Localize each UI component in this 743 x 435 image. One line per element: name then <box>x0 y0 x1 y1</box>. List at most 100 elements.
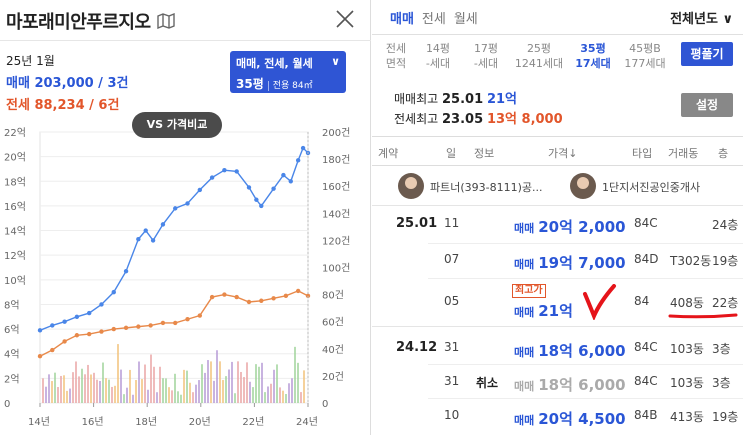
jeonse-price-point <box>74 333 80 338</box>
volume-bar <box>267 386 269 403</box>
jeonse-price-point <box>209 294 215 300</box>
pyeong-option[interactable]: 17평 -세대 <box>462 38 510 76</box>
pyeong-option[interactable]: 25평 1241세대 <box>510 38 568 76</box>
contract-day: 31 <box>444 374 460 388</box>
vs-compare-button[interactable]: VS 가격비교 <box>132 112 222 138</box>
sale-price-point <box>111 289 116 295</box>
agent-name[interactable]: 1단지서진공인중개사 <box>602 181 701 194</box>
price: 매매 19억 7,000 <box>514 252 626 273</box>
jeonse-price-point <box>148 323 153 328</box>
jeonse-summary: 전세 88,234 / 6건 <box>6 98 120 113</box>
pyeong-option[interactable]: 45평B 177세대 <box>618 38 672 76</box>
volume-bar <box>222 380 224 403</box>
area-sub-label: 전용 84㎡ <box>267 81 313 91</box>
y-left-tick-label: 10억 <box>4 275 26 287</box>
trade-type-selector[interactable]: 매매, 전세, 월세 ∨ 35평 전용 84㎡ <box>230 51 346 93</box>
volume-bar <box>174 373 176 403</box>
jeonse-price-point <box>136 324 141 329</box>
map-icon[interactable] <box>156 13 175 29</box>
volume-bar <box>48 374 50 403</box>
unit-type: 84C <box>634 216 658 230</box>
volume-bar <box>51 381 53 403</box>
max-jeonse: 전세최고 23.05 13억 8,000 <box>394 108 563 127</box>
volume-bar <box>84 374 86 403</box>
sale-price-point <box>222 167 227 173</box>
price: 매매 18억 6,000 <box>514 340 626 361</box>
tab-monthly[interactable]: 월세 <box>453 12 478 27</box>
handwritten-underline <box>668 313 738 319</box>
volume-bar <box>165 378 167 403</box>
volume-bar <box>252 387 254 403</box>
trade-kind: 매매 <box>514 380 535 393</box>
volume-bar <box>276 364 278 403</box>
contract-month: 25.01 <box>396 216 438 231</box>
tab-jeonse[interactable]: 전세 <box>421 12 446 27</box>
row-divider <box>428 364 743 365</box>
unit-type: 84D <box>634 252 659 266</box>
trade-kind: 매매 <box>514 222 535 235</box>
right-panel: 매매 전세 월세 전체년도 ∨ 전세 면적 14평 -세대 17평 -세대 25… <box>372 0 743 435</box>
volume-bar <box>162 378 164 403</box>
sale-price-point <box>185 201 190 206</box>
col-contract[interactable]: 계약 <box>378 147 399 160</box>
volume-bar <box>273 369 275 403</box>
max-jeonse-label: 전세최고 <box>394 112 439 126</box>
volume-bar <box>57 387 59 403</box>
agent-name[interactable]: 파트너(393-8111)공... <box>430 181 543 194</box>
x-tick-label: 24년 <box>296 416 318 428</box>
jeonse-price-point <box>160 320 166 326</box>
col-day[interactable]: 일 <box>446 147 457 160</box>
close-icon[interactable] <box>334 8 356 30</box>
floor: 3층 <box>712 376 731 390</box>
sale-price-point <box>300 145 306 151</box>
volume-bar <box>177 391 179 403</box>
volume-bar <box>54 372 56 403</box>
pyeong-size: 35평 <box>580 42 606 55</box>
row-divider <box>428 243 743 244</box>
pyeong-option-active[interactable]: 35평 17세대 <box>568 38 618 76</box>
pyeong-label-line1: 전세 <box>385 42 407 55</box>
col-price[interactable]: 가격↓ <box>548 147 578 160</box>
y-left-tick-label: 6억 <box>4 324 20 336</box>
sale-price-point <box>173 206 178 211</box>
sale-price-point <box>209 175 215 180</box>
pyeong-unfold-button[interactable]: 평풀기 <box>681 42 733 66</box>
year-selector[interactable]: 전체년도 ∨ <box>670 8 733 27</box>
volume-bar <box>240 371 242 403</box>
col-info[interactable]: 정보 <box>474 147 495 160</box>
volume-bar <box>171 390 173 403</box>
pyeong-size: 45평B <box>629 42 661 55</box>
volume-bar <box>300 392 302 403</box>
settings-button[interactable]: 설정 <box>681 93 733 117</box>
jeonse-price-point <box>123 325 129 331</box>
pyeong-filter: 전세 면적 14평 -세대 17평 -세대 25평 1241세대 35평 17세… <box>372 38 743 76</box>
y-right-tick-label: 40건 <box>322 344 344 356</box>
volume-bar <box>213 380 215 403</box>
volume-bar <box>261 362 263 403</box>
volume-bar <box>132 394 134 403</box>
volume-bar <box>288 383 290 403</box>
row-divider <box>428 398 743 399</box>
col-floor[interactable]: 층 <box>718 147 729 160</box>
volume-bar <box>216 350 218 403</box>
volume-bar <box>102 362 104 403</box>
pyeong-option[interactable]: 14평 -세대 <box>414 38 462 76</box>
volume-bar <box>66 390 68 403</box>
volume-bar <box>264 392 266 403</box>
group-divider <box>372 326 743 327</box>
sale-price-point <box>160 222 166 227</box>
pyeong-count: -세대 <box>473 57 499 70</box>
col-dong[interactable]: 거래동 <box>668 147 699 160</box>
volume-bar <box>234 393 236 403</box>
col-type[interactable]: 타입 <box>632 147 653 160</box>
y-right-tick-label: 60건 <box>322 317 344 329</box>
sale-price-point <box>143 228 148 233</box>
sale-price-point <box>288 179 293 184</box>
y-left-tick-label: 4억 <box>4 349 20 361</box>
tab-sale[interactable]: 매매 <box>390 12 414 27</box>
volume-bar <box>105 378 107 403</box>
building: 103동 <box>670 376 704 390</box>
size-label: 35평 <box>236 77 264 91</box>
sale-price-point <box>62 319 67 324</box>
trade-tabs: 매매 전세 월세 <box>390 8 486 27</box>
